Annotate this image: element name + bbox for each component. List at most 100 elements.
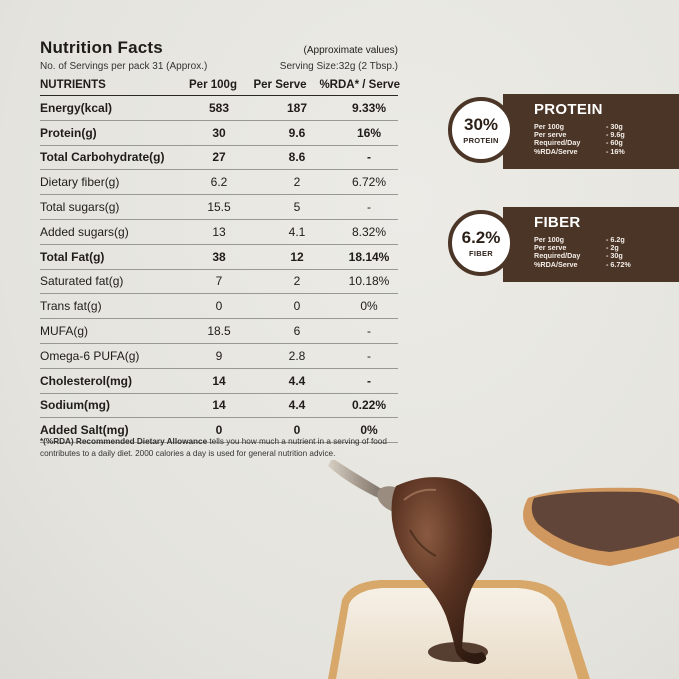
table-row: Trans fat(g) 0 0 0% [40,294,398,320]
rda-value: - [367,373,371,388]
per-100g-value: 7 [215,274,223,289]
badge-row: Per 100g - 30g [534,122,654,131]
nutrient-name: Total Carbohydrate(g) [40,150,165,165]
serving-size: Serving Size:32g (2 Tbsp.) [279,61,398,72]
table-row: Saturated fat(g) 7 2 10.18% [40,270,398,295]
per-100g-value: 18.5 [207,324,231,339]
rda-value: 0% [360,299,378,314]
table-row: Sodium(mg) 14 4.4 0.22% [40,394,398,419]
per-100g-value: 13 [212,224,226,239]
nutrient-name: Dietary fiber(g) [40,175,120,190]
chocolate-spread-illustration [328,460,679,679]
per-100g-value: 15.5 [207,200,231,215]
badge-row-value: - 6.2g [606,235,625,244]
badge-row-key: Per 100g [534,235,564,244]
badge-row-value: - 60g [606,138,623,148]
badge-row-value: - 9.6g [606,130,625,140]
table-body: Energy(kcal) 583 187 9.33% Protein(g) 30 9.6 16… [40,96,398,444]
rda-value: 6.72% [351,175,387,190]
table-row: Added Salt(mg) 0 0 0% [40,418,398,444]
fiber-rows: Per 100g - 6.2g Per serve - 2g Required/Da… [534,235,654,269]
badge-row: Required/Day - 30g [534,251,654,261]
rda-value: 10.18% [348,274,390,289]
fiber-badge: 6.2% FIBER FIBER Per 100g - 6.2g Per serv… [448,207,679,282]
rda-footnote: *(%RDA) Recommended Dietary Allowance te… [40,436,400,459]
table-row: Energy(kcal) 583 187 9.33% [40,96,398,121]
fiber-circle-label: FIBER [469,249,493,258]
nutrient-name: Saturated fat(g) [40,274,124,289]
per-100g-value: 27 [212,150,226,165]
protein-badge-bar [503,94,679,169]
fiber-title: FIBER [534,214,581,231]
badge-row-value: - 2g [606,243,619,253]
nutrient-name: Protein(g) [40,125,97,140]
per-100g-value: 0 [215,299,223,314]
rda-value: - [367,200,371,215]
per-serve-value: 5 [293,200,301,215]
badge-row: Per 100g - 6.2g [534,235,654,244]
rda-value: 9.33% [351,100,387,115]
protein-rows: Per 100g - 30g Per serve - 9.6g Required/D… [534,122,654,156]
rda-value: 0% [360,423,378,438]
badge-row: %RDA/Serve - 16% [534,146,654,156]
table-row: Cholesterol(mg) 14 4.4 - [40,369,398,394]
badge-row-value: - 6.72% [606,259,631,269]
footnote-text: tells you how much a nutrient in a servi… [40,437,387,458]
per-serve-value: 4.4 [288,398,306,413]
per-serve-value: 4.4 [288,373,306,388]
table-row: Dietary fiber(g) 6.2 2 6.72% [40,170,398,196]
per-100g-value: 9 [215,348,223,363]
badge-row: %RDA/Serve - 6.72% [534,259,654,269]
table-row: Protein(g) 30 9.6 16% [40,121,398,146]
rda-value: 0.22% [351,398,387,413]
table-row: Total sugars(g) 15.5 5 - [40,195,398,220]
protein-badge: 30% PROTEIN PROTEIN Per 100g - 30g Per se… [448,94,679,169]
rda-value: 18.14% [348,249,390,264]
per-serve-value: 6 [293,324,301,339]
nutrient-name: MUFA(g) [40,324,88,339]
table-header-row: NUTRIENTS Per 100g Per Serve %RDA* / Ser… [40,75,400,96]
per-serve-value: 2 [293,274,301,289]
per-100g-value: 30 [212,125,226,140]
rda-value: 16% [356,125,382,140]
nutrient-name: Cholesterol(mg) [40,373,133,388]
servings-per-pack: No. of Servings per pack 31 (Approx.) [40,61,208,72]
per-serve-value: 0 [293,299,301,314]
badge-row-value: - 16% [606,146,625,156]
badge-row-key: Required/Day [534,138,581,148]
rda-value: - [367,348,371,363]
badge-row-key: Per 100g [534,122,564,131]
badge-row-value: - 30g [606,251,623,261]
per-100g-value: 583 [208,100,230,115]
rda-value: - [367,150,371,165]
per-100g-value: 38 [212,249,226,264]
nutrient-name: Added sugars(g) [40,224,129,239]
header-rda: %RDA* / Serve [319,79,400,91]
badge-row: Per serve - 2g [534,243,654,253]
protein-title: PROTEIN [534,101,603,118]
rda-value: 8.32% [351,224,387,239]
fiber-circle: 6.2% FIBER [448,210,514,276]
per-serve-value: 8.6 [288,150,306,165]
per-serve-value: 4.1 [288,224,306,239]
table-row: Added sugars(g) 13 4.1 8.32% [40,220,398,245]
protein-circle-label: PROTEIN [463,136,499,145]
per-serve-value: 12 [290,249,304,264]
badge-row-key: Per serve [534,243,567,253]
fiber-percent: 6.2% [461,228,501,247]
per-100g-value: 14 [212,398,226,413]
per-serve-value: 2 [293,175,301,190]
per-serve-value: 0 [293,423,301,438]
toast-with-spread [523,487,679,566]
table-row: Omega-6 PUFA(g) 9 2.8 - [40,344,398,369]
footnote-bold: *(%RDA) Recommended Dietary Allowance [40,437,208,446]
approximate-values-note: (Approximate values) [303,45,398,56]
badge-row: Per serve - 9.6g [534,130,654,140]
chocolate-drip [391,477,492,664]
nutrient-name: Energy(kcal) [40,100,113,115]
table-row: MUFA(g) 18.5 6 - [40,319,398,344]
header-nutrients: NUTRIENTS [40,79,106,91]
nutrient-name: Total sugars(g) [40,200,120,215]
protein-circle: 30% PROTEIN [448,97,514,163]
